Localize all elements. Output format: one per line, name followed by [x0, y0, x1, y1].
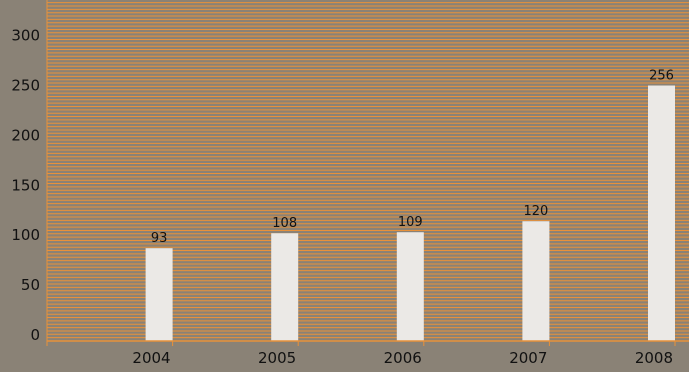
axes: [46, 0, 689, 346]
value-label-2008: 256: [649, 69, 674, 84]
value-labels: 93 108 109 120 256: [151, 69, 674, 247]
bar-2007: [522, 221, 550, 341]
y-tick-label-0: 0: [30, 326, 40, 344]
y-tick-label-150: 150: [11, 176, 40, 194]
value-label-2005: 108: [272, 216, 297, 231]
gridlines: [47, 2, 689, 342]
bars: [145, 85, 675, 341]
y-tick-label-250: 250: [11, 77, 40, 95]
bar-2004: [145, 248, 173, 341]
x-tick-label-2008: 2008: [635, 349, 673, 367]
x-tick-label-2004: 2004: [132, 349, 170, 367]
x-tick-labels: 2004 2005 2006 2007 2008: [132, 349, 673, 367]
y-tick-labels: 0 50 100 150 200 250 300: [11, 27, 40, 344]
bar-2006: [396, 232, 424, 341]
value-label-2007: 120: [523, 204, 548, 219]
bar-2005: [271, 233, 299, 341]
y-tick-label-100: 100: [11, 226, 40, 244]
value-label-2006: 109: [398, 215, 423, 230]
x-tick-label-2006: 2006: [384, 349, 422, 367]
y-tick-label-50: 50: [21, 276, 40, 294]
value-label-2004: 93: [151, 231, 168, 246]
x-tick-label-2005: 2005: [258, 349, 296, 367]
y-tick-label-200: 200: [11, 126, 40, 144]
x-tick-label-2007: 2007: [509, 349, 547, 367]
y-tick-label-300: 300: [11, 27, 40, 45]
bar-2008: [648, 85, 675, 341]
